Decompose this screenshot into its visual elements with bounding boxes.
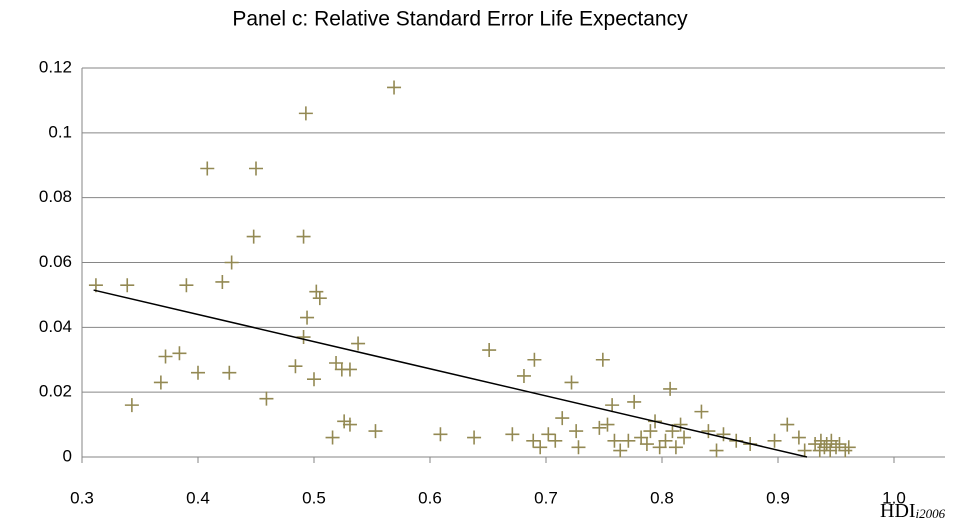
point bbox=[701, 424, 716, 439]
point bbox=[246, 229, 261, 244]
point bbox=[643, 424, 658, 439]
point bbox=[797, 443, 812, 458]
point bbox=[832, 437, 847, 452]
point bbox=[342, 417, 357, 432]
point bbox=[541, 427, 556, 442]
point bbox=[694, 404, 709, 419]
point bbox=[222, 365, 237, 380]
trendline bbox=[93, 289, 808, 458]
point bbox=[627, 394, 642, 409]
point bbox=[153, 375, 168, 390]
point bbox=[600, 417, 615, 432]
point bbox=[124, 398, 139, 413]
point bbox=[325, 430, 340, 445]
y-tick-label: 0.08 bbox=[39, 187, 72, 206]
point bbox=[677, 430, 692, 445]
x-tick-label: 1.0 bbox=[882, 488, 906, 507]
point bbox=[595, 352, 610, 367]
y-tick-label: 0.02 bbox=[39, 382, 72, 401]
point bbox=[387, 80, 402, 95]
point bbox=[296, 330, 311, 345]
point bbox=[215, 274, 230, 289]
x-tick-label: 0.4 bbox=[186, 488, 210, 507]
point bbox=[296, 229, 311, 244]
point bbox=[533, 440, 548, 455]
x-label-sub: i2006 bbox=[916, 506, 946, 521]
point bbox=[351, 336, 366, 351]
point bbox=[172, 346, 187, 361]
x-tick-label: 0.3 bbox=[70, 488, 94, 507]
point bbox=[329, 355, 344, 370]
point bbox=[191, 365, 205, 380]
x-label-main: HDI bbox=[880, 500, 916, 522]
point bbox=[548, 433, 563, 448]
point bbox=[791, 430, 806, 445]
point bbox=[780, 417, 795, 432]
point bbox=[829, 440, 843, 455]
y-tick-label: 0.04 bbox=[39, 317, 72, 336]
point bbox=[571, 440, 586, 455]
y-tick-label: 0 bbox=[63, 446, 72, 465]
chart-title: Panel c: Relative Standard Error Life Ex… bbox=[232, 8, 688, 31]
x-tick-label: 0.8 bbox=[650, 488, 674, 507]
point bbox=[639, 437, 654, 452]
point bbox=[120, 278, 135, 293]
point bbox=[368, 424, 383, 439]
point bbox=[592, 420, 607, 435]
point bbox=[841, 440, 856, 455]
x-tick-label: 0.5 bbox=[302, 488, 326, 507]
point bbox=[569, 424, 584, 439]
x-tick-label: 0.7 bbox=[534, 488, 558, 507]
x-tick-label: 0.9 bbox=[766, 488, 790, 507]
point bbox=[516, 368, 531, 383]
point bbox=[668, 440, 683, 455]
y-tick-label: 0.06 bbox=[39, 252, 72, 271]
point bbox=[158, 349, 173, 364]
point bbox=[663, 381, 678, 396]
point bbox=[555, 411, 570, 426]
point bbox=[224, 255, 239, 270]
point bbox=[300, 310, 315, 325]
y-tick-label: 0.1 bbox=[48, 122, 72, 141]
point bbox=[259, 391, 274, 406]
point bbox=[607, 433, 622, 448]
point bbox=[337, 414, 352, 429]
point bbox=[673, 417, 688, 432]
point bbox=[342, 362, 357, 377]
point bbox=[634, 430, 649, 445]
x-tick-label: 0.6 bbox=[418, 488, 442, 507]
point bbox=[312, 291, 327, 306]
point bbox=[505, 427, 520, 442]
point bbox=[288, 359, 303, 374]
point bbox=[838, 443, 853, 458]
point bbox=[823, 443, 838, 458]
point bbox=[709, 443, 724, 458]
x-axis-label: HDIi2006 bbox=[880, 500, 946, 522]
point bbox=[298, 106, 313, 121]
point bbox=[433, 427, 448, 442]
point bbox=[767, 433, 782, 448]
point bbox=[467, 430, 482, 445]
point bbox=[716, 427, 731, 442]
point bbox=[526, 433, 541, 448]
point bbox=[658, 433, 673, 448]
point bbox=[249, 161, 263, 176]
point bbox=[621, 433, 636, 448]
point bbox=[652, 440, 667, 455]
point bbox=[564, 375, 579, 390]
y-tick-label: 0.12 bbox=[39, 57, 72, 76]
point bbox=[527, 352, 542, 367]
point bbox=[665, 424, 680, 439]
point bbox=[605, 398, 620, 413]
point bbox=[200, 161, 215, 176]
point bbox=[309, 284, 324, 299]
point bbox=[613, 443, 628, 458]
point bbox=[307, 372, 321, 387]
point bbox=[482, 343, 497, 358]
point bbox=[179, 278, 194, 293]
